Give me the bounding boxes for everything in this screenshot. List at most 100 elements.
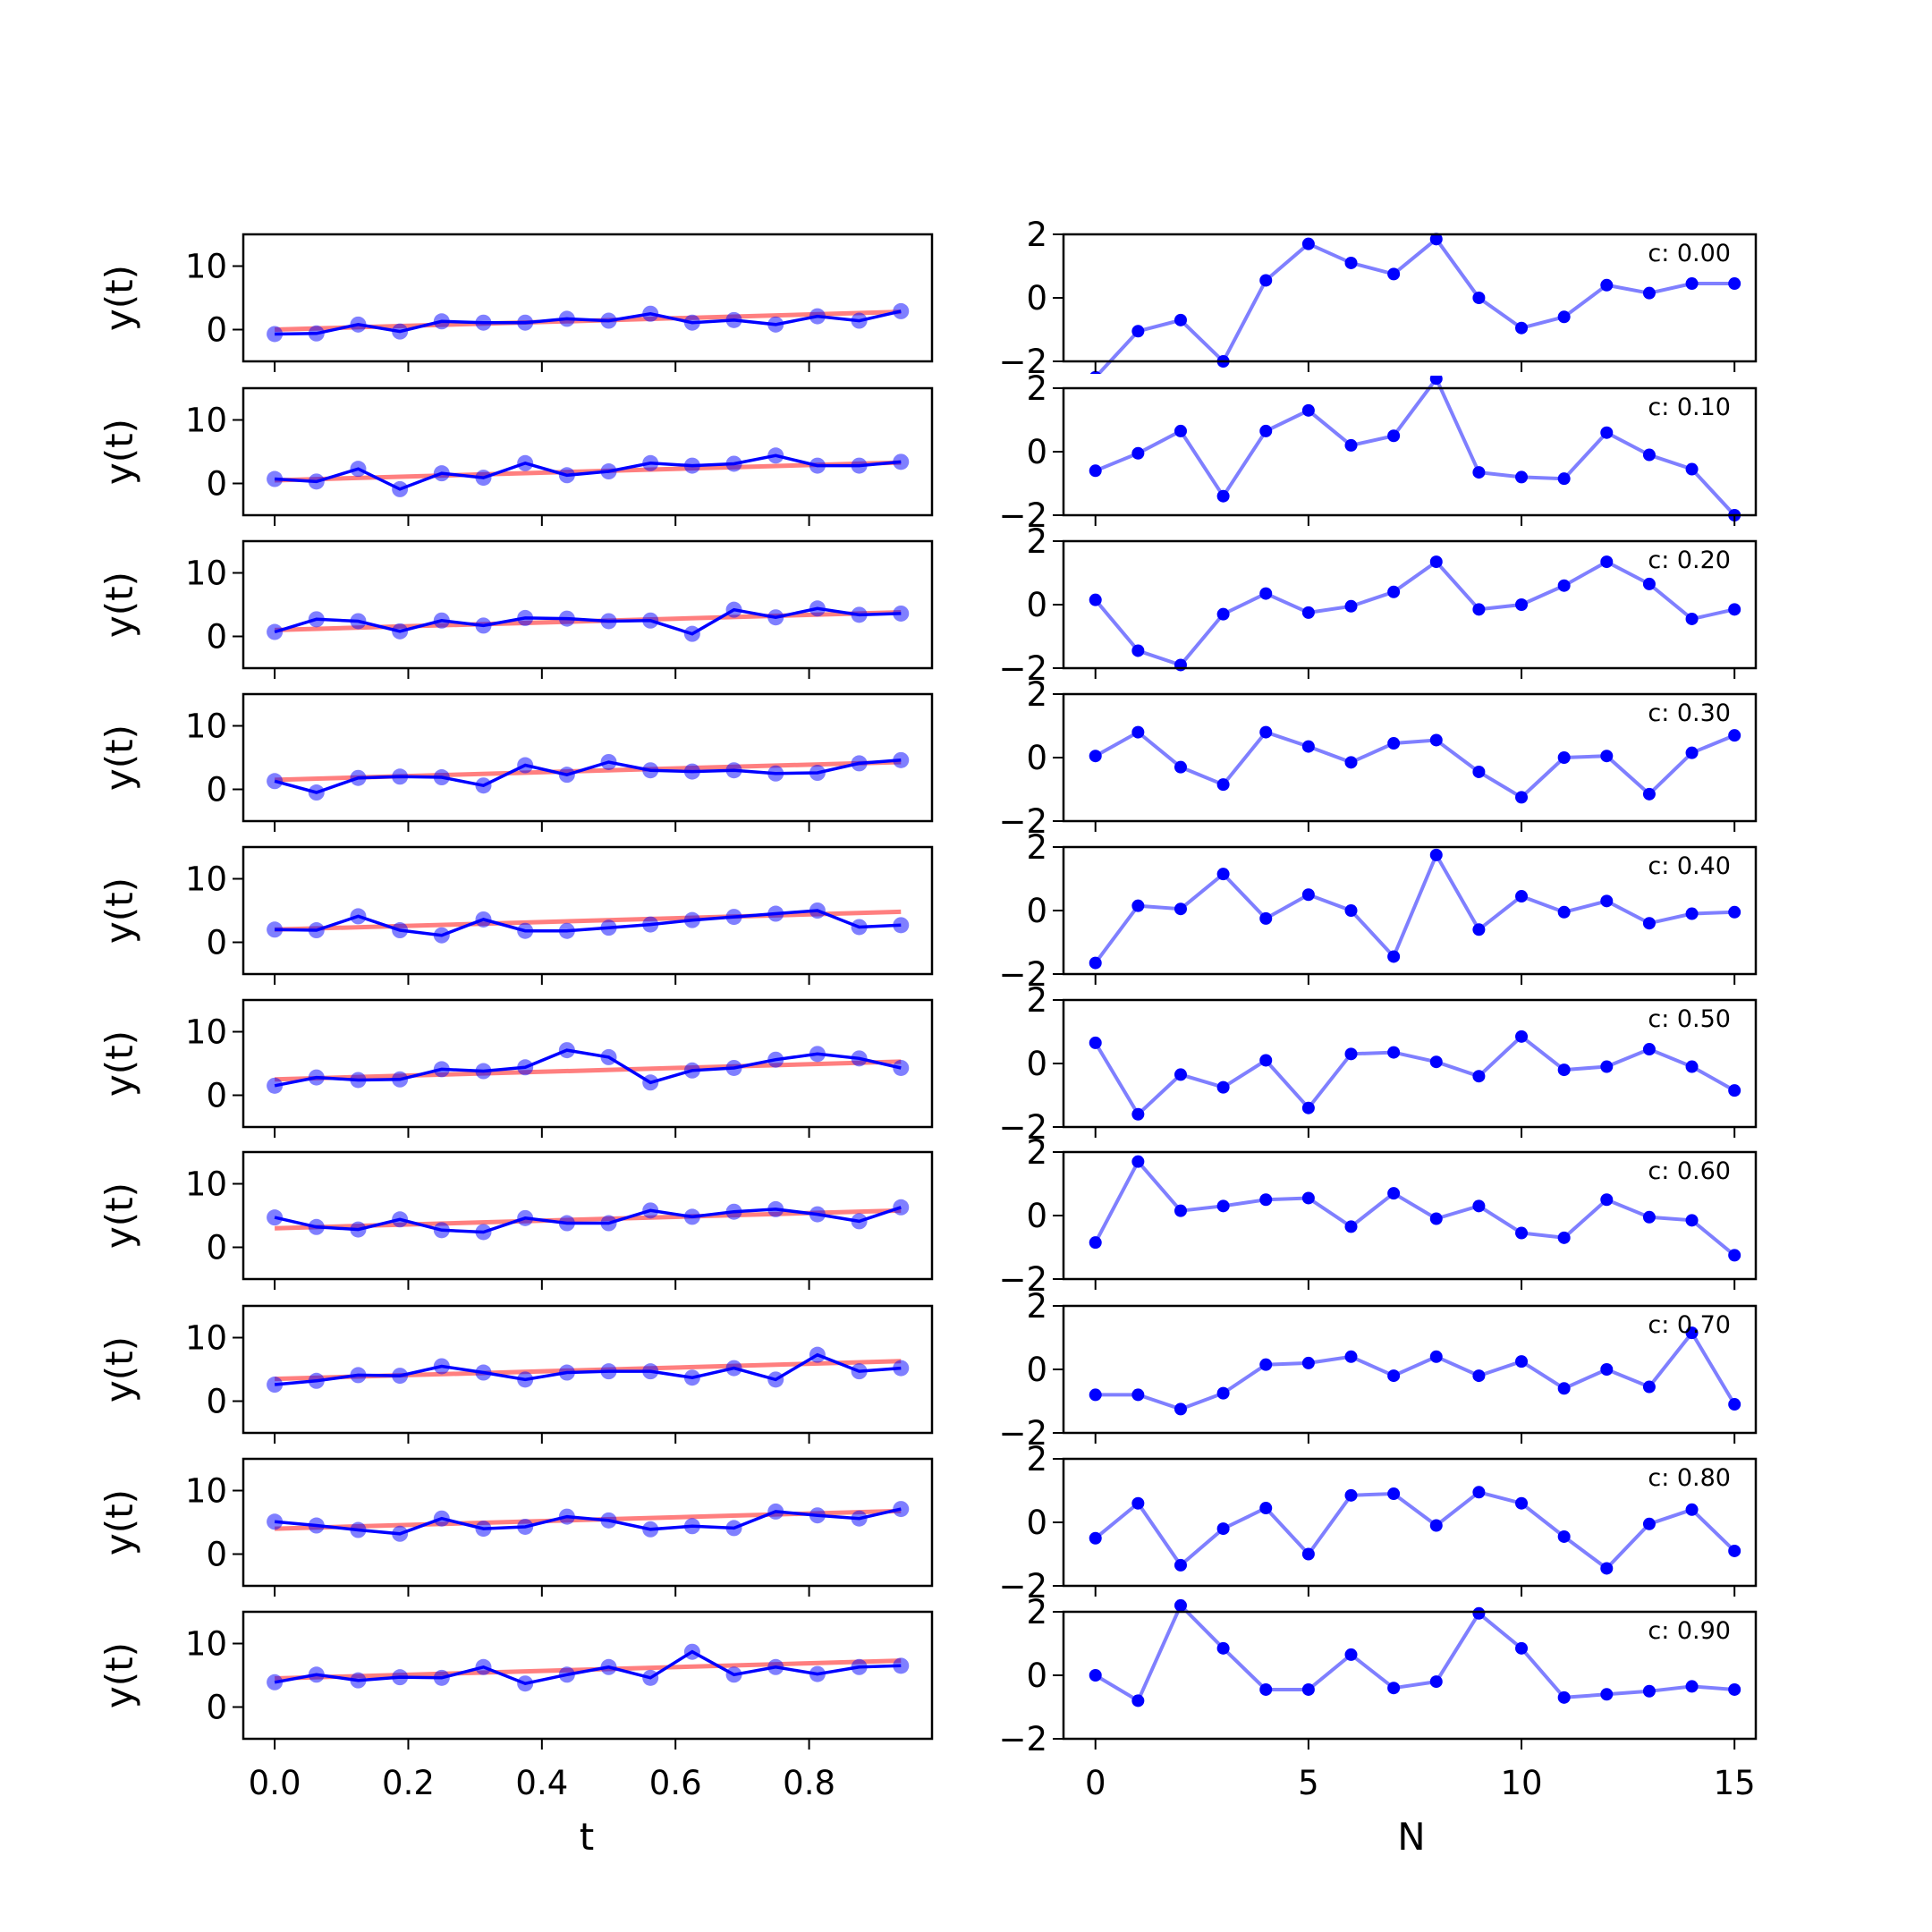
residual-point [1557, 751, 1571, 764]
residual-point [1344, 1220, 1358, 1233]
residual-point [1259, 1682, 1273, 1696]
observed-series-line [274, 453, 902, 491]
y-axis-label: y(t) [97, 265, 141, 331]
x-tick-label: 0 [1085, 1764, 1106, 1802]
residual-point [1557, 1690, 1571, 1704]
residual-point [1387, 429, 1401, 443]
residual-point [1642, 448, 1656, 462]
residual-point [1131, 1107, 1145, 1121]
residual-point [1344, 1648, 1358, 1661]
x-tick-label: 5 [1298, 1764, 1319, 1802]
left-panel-8: 0 10 y(t) [97, 1304, 934, 1444]
residual-point [1131, 644, 1145, 657]
residual-point [1685, 462, 1699, 476]
residual-point [1429, 555, 1443, 569]
residual-point [1557, 905, 1571, 919]
residual-point [1685, 1060, 1699, 1073]
residual-point [1216, 1641, 1230, 1655]
y-tick-label: −2 [998, 1108, 1047, 1147]
left-panel-1: 0 10 y(t) [97, 233, 934, 372]
left-panel-frame [242, 845, 934, 976]
residual-point [1387, 737, 1401, 750]
residual-point [1259, 424, 1273, 437]
residual-point [1642, 1517, 1656, 1530]
right-panel-7: c: 0.60 −2 0 2 [998, 1133, 1758, 1299]
residual-point [1174, 1599, 1187, 1612]
y-tick-label: 2 [1026, 675, 1047, 714]
y-tick-label: −2 [998, 496, 1047, 535]
residual-point [1600, 1193, 1614, 1207]
residual-point [1301, 1682, 1315, 1696]
left-panel-frame [242, 1610, 934, 1741]
y-tick-label: −2 [998, 955, 1047, 994]
left-panel-frame [242, 692, 934, 823]
observed-series-line [274, 758, 902, 794]
residual-series-line [1093, 1158, 1736, 1257]
left-plot-area [267, 1346, 910, 1394]
residual-point [1600, 426, 1614, 439]
observed-series-line [274, 1649, 902, 1686]
residual-series-line [1093, 1034, 1736, 1117]
residual-point [1472, 603, 1486, 616]
residual-point [1515, 1030, 1529, 1043]
panel-annotation: c: 0.90 [1648, 1617, 1731, 1645]
left-panel-frame [242, 1304, 934, 1435]
residual-point [1557, 1530, 1571, 1543]
residual-point [1387, 1046, 1401, 1059]
observed-series-line [274, 1352, 902, 1386]
residual-point [1685, 1326, 1699, 1340]
residual-point [1174, 902, 1187, 916]
residual-point [1259, 1054, 1273, 1067]
y-tick-label: 2 [1026, 1593, 1047, 1631]
right-plot-area [1089, 233, 1741, 374]
residual-point [1685, 1503, 1699, 1516]
residual-point [1259, 725, 1273, 739]
residual-series-line [1094, 730, 1735, 800]
residual-point [1089, 1236, 1102, 1250]
residual-point [1216, 1386, 1230, 1400]
x-tick-label: 0.4 [515, 1764, 568, 1802]
right-plot-area [1089, 1155, 1741, 1262]
residual-point [1174, 424, 1187, 437]
residual-point [1642, 1684, 1656, 1698]
x-tick-label: 15 [1714, 1764, 1756, 1802]
residual-point [1174, 313, 1187, 326]
residual-series-line [1094, 851, 1735, 964]
residual-point [1600, 1363, 1614, 1376]
residual-point [1131, 899, 1145, 912]
residual-point [1301, 888, 1315, 902]
residual-point [1472, 1606, 1486, 1620]
residual-point [1600, 1688, 1614, 1701]
residual-point [1089, 1388, 1102, 1402]
residual-point [1259, 1193, 1273, 1207]
y-tick-label: 0 [1026, 1351, 1047, 1389]
residual-point [1685, 1680, 1699, 1693]
left-plot-area [267, 902, 910, 944]
residual-point [1429, 848, 1443, 861]
right-plot-area [1089, 848, 1741, 970]
right-panel-9: c: 0.80 −2 0 2 [998, 1440, 1758, 1606]
panel-annotation: c: 0.60 [1648, 1157, 1731, 1185]
residual-point [1557, 310, 1571, 324]
observation-point [267, 1377, 284, 1394]
residual-point [1429, 1212, 1443, 1225]
residual-point [1685, 1214, 1699, 1227]
residual-point [1728, 1544, 1741, 1557]
residual-point [1557, 1231, 1571, 1244]
residual-series-line [1094, 559, 1735, 667]
residual-point [1089, 370, 1101, 374]
residual-point [1131, 1496, 1145, 1510]
left-panel-3: 0 10 y(t) [97, 539, 934, 679]
y-axis-label: y(t) [97, 1489, 141, 1555]
residual-point [1387, 1187, 1401, 1200]
residual-series-line [1095, 1329, 1736, 1411]
residual-point [1685, 746, 1699, 759]
y-tick-label: 10 [185, 248, 227, 286]
right-plot-area [1089, 1599, 1741, 1707]
y-tick-label: 2 [1026, 1287, 1047, 1326]
trend-line [275, 909, 902, 932]
right-panel-2: c: 0.10 −2 0 2 [998, 369, 1758, 535]
observed-series-line [274, 1048, 902, 1088]
left-panel-frame [242, 998, 934, 1129]
residual-point [1642, 577, 1656, 590]
